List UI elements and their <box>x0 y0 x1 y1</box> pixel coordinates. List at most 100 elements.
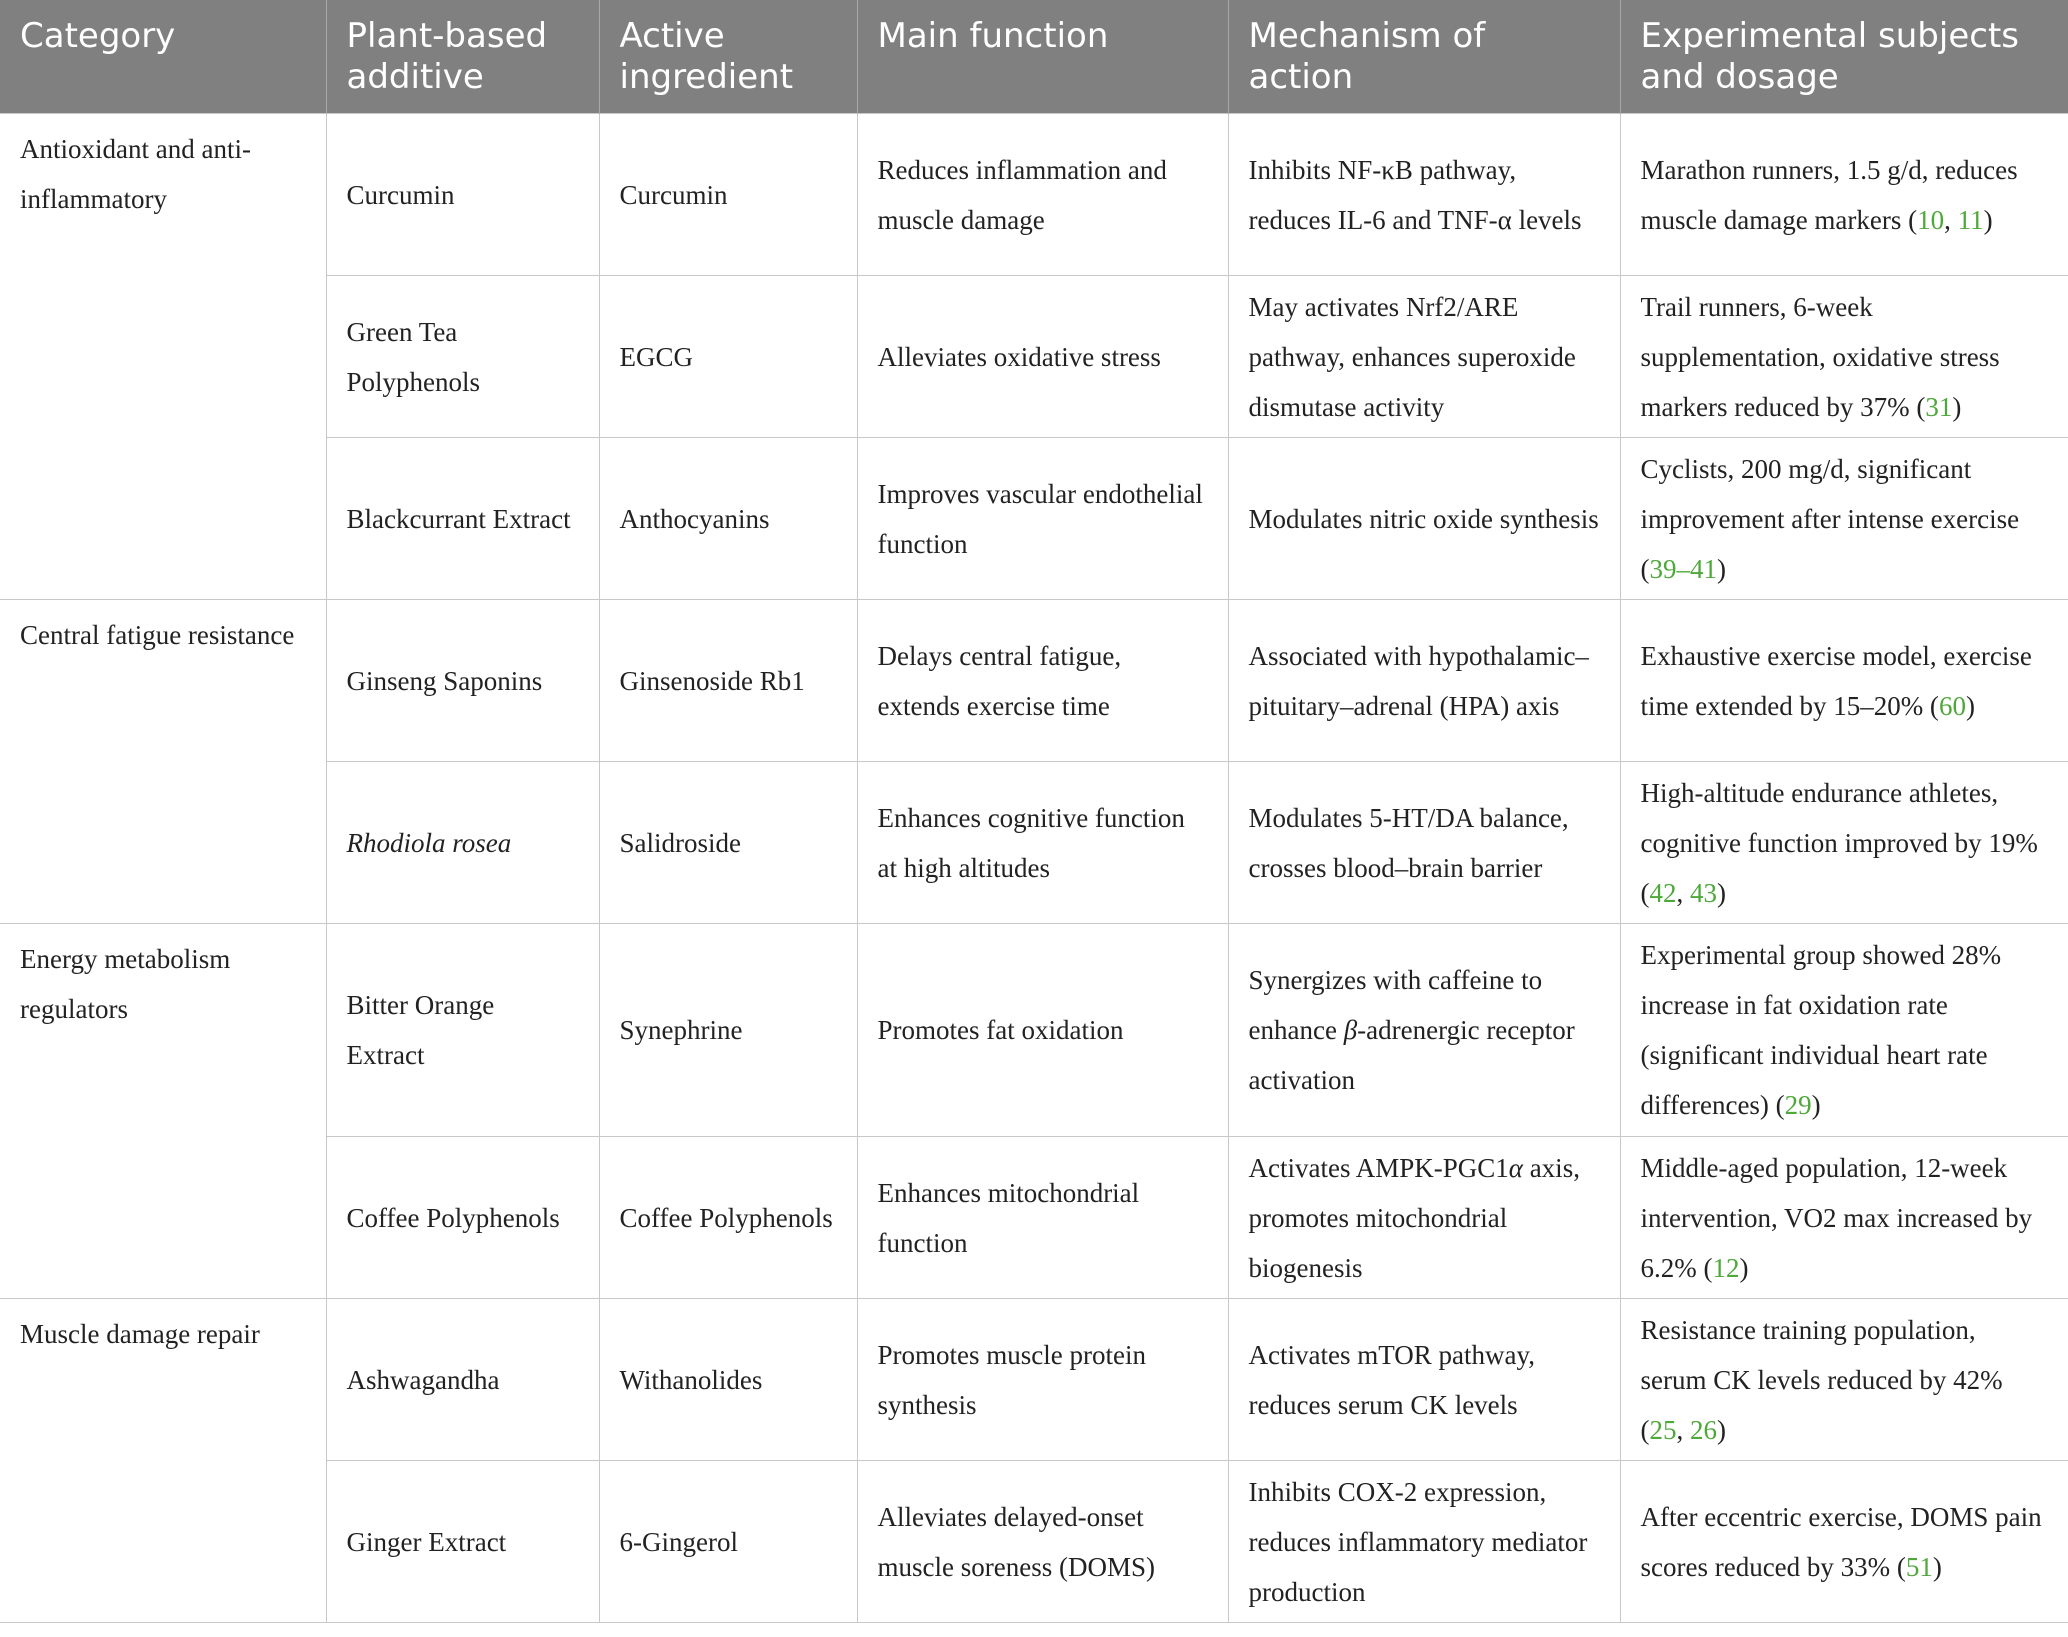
mechanism-cell: Inhibits COX-2 expression, reduces infla… <box>1227 1460 1621 1623</box>
additive-cell: Rhodiola rosea <box>326 761 600 924</box>
text-segment: Experimental group showed 28% increase i… <box>1640 940 2002 1120</box>
header-function: Main function <box>856 0 1228 114</box>
table-row: Rhodiola rosea Salidroside Enhances cognit… <box>0 761 2068 924</box>
additive-cell: Ginger Extract <box>326 1460 600 1623</box>
text-segment: ) <box>1717 877 1726 908</box>
text-segment: ) <box>1952 391 1962 422</box>
text-segment: ) <box>1811 1090 1821 1120</box>
function-cell: Promotes muscle protein synthesis <box>856 1298 1229 1461</box>
function-cell: Alleviates oxidative stress <box>856 275 1229 438</box>
reference-link[interactable]: 29 <box>1784 1090 1812 1120</box>
dosage-cell: Trail runners, 6-week supplementation, o… <box>1619 275 2068 438</box>
text-segment: , <box>1944 204 1958 235</box>
additive-cell: Ashwagandha <box>325 1298 600 1461</box>
header-category: Category <box>0 0 326 114</box>
text-segment: ) <box>1739 1252 1749 1283</box>
mechanism-cell: Inhibits NF-κB pathway, reduces IL-6 and… <box>1227 113 1621 276</box>
text-segment: Resistance training population, serum CK… <box>1640 1314 2003 1445</box>
additive-cell: Curcumin <box>325 113 600 276</box>
function-cell: Reduces inflammation and muscle damage <box>856 113 1229 276</box>
text-segment: ) <box>1717 553 1726 584</box>
text-segment: Marathon runners, 1.5 g/d, reduces muscl… <box>1640 154 2018 235</box>
reference-link[interactable]: 26 <box>1690 1414 1717 1445</box>
dosage-cell: Marathon runners, 1.5 g/d, reduces muscl… <box>1619 113 2068 276</box>
dosage-cell: High-altitude endurance athletes, cognit… <box>1619 761 2068 924</box>
additive-cell: Blackcurrant Extract <box>326 437 600 600</box>
text-segment: Associated with hypothalamic–pituitary–a… <box>1248 640 1589 721</box>
table-row: Central fatigue resistance Ginseng Saponi… <box>0 599 2068 924</box>
table-body: Antioxidant and anti-inflammatory Curcumi… <box>0 113 2068 1623</box>
function-cell: Enhances cognitive function at high alti… <box>856 761 1229 924</box>
header-ingredient: Active ingredient <box>598 0 857 114</box>
table-row: Antioxidant and anti-inflammatory Curcumi… <box>0 113 2068 600</box>
ingredient-cell: Anthocyanins <box>598 437 858 600</box>
dosage-cell: Resistance training population, serum CK… <box>1619 1298 2068 1461</box>
reference-link[interactable]: 51 <box>1905 1551 1933 1582</box>
ingredient-cell: Synephrine <box>598 923 858 1137</box>
reference-link[interactable]: 11 <box>1957 204 1984 235</box>
text-segment: Synergizes with caffeine to enhance <box>1248 965 1543 1045</box>
text-segment: ) <box>1965 690 1975 721</box>
reference-link[interactable]: 10 <box>1917 204 1945 235</box>
mechanism-cell: Modulates nitric oxide synthesis <box>1227 437 1621 600</box>
text-segment: Activates AMPK-PGC1 <box>1248 1152 1509 1183</box>
mechanism-cell: Activates mTOR pathway, reduces serum CK… <box>1227 1298 1621 1461</box>
reference-link[interactable]: 31 <box>1925 391 1953 422</box>
additive-cell: Coffee Polyphenols <box>326 1136 600 1299</box>
text-segment: Exhaustive exercise model, exercise time… <box>1640 640 2032 721</box>
ingredient-cell: Coffee Polyphenols <box>598 1136 858 1299</box>
reference-link[interactable]: 43 <box>1690 877 1717 908</box>
additive-cell: Green Tea Polyphenols <box>326 275 600 438</box>
mechanism-cell: Modulates 5-HT/DA balance, crosses blood… <box>1227 761 1621 924</box>
symbol-text: β <box>1343 1015 1358 1045</box>
text-segment: ) <box>1717 1414 1726 1445</box>
text-segment: axis, promotes mitochondrial biogenesis <box>1248 1152 1580 1283</box>
text-segment: Modulates 5-HT/DA balance, crosses blood… <box>1248 802 1569 883</box>
text-segment: , <box>1676 877 1690 908</box>
header-dosage: Experimental subjects and dosage <box>1619 0 2068 114</box>
text-segment: High-altitude endurance athletes, cognit… <box>1640 777 2038 908</box>
table-row: Blackcurrant Extract Anthocyanins Improves… <box>0 437 2068 600</box>
function-cell: Enhances mitochondrial function <box>856 1136 1229 1299</box>
text-segment: -adrenergic receptor activation <box>1248 1015 1575 1095</box>
function-cell: Promotes fat oxidation <box>856 923 1229 1137</box>
ingredient-cell: EGCG <box>598 275 858 438</box>
reference-link[interactable]: 25 <box>1649 1414 1677 1445</box>
reference-link[interactable]: 39–41 <box>1649 553 1718 584</box>
header-mechanism: Mechanism of action <box>1227 0 1620 114</box>
table-row: Green Tea Polyphenols EGCG Alleviates oxid… <box>0 275 2068 438</box>
ingredient-cell: 6-Gingerol <box>598 1460 858 1623</box>
table-row: Ginger Extract 6-Gingerol Alleviates delay… <box>0 1460 2068 1623</box>
additive-cell: Bitter Orange Extract <box>325 923 600 1137</box>
text-segment: Trail runners, 6-week supplementation, o… <box>1640 291 2000 422</box>
ingredient-cell: Ginsenoside Rb1 <box>598 599 858 762</box>
reference-link[interactable]: 42 <box>1649 877 1677 908</box>
text-segment: ) <box>1932 1551 1942 1582</box>
category-cell: Energy metabolism regulators <box>0 923 327 1299</box>
mechanism-cell: May activates Nrf2/ARE pathway, enhances… <box>1227 275 1621 438</box>
text-segment: After eccentric exercise, DOMS pain scor… <box>1640 1501 2042 1582</box>
text-segment: Inhibits COX-2 expression, reduces infla… <box>1248 1476 1588 1607</box>
table-row: Coffee Polyphenols Coffee Polyphenols Enha… <box>0 1136 2068 1299</box>
text-segment: Activates mTOR pathway, reduces serum CK… <box>1248 1339 1535 1420</box>
text-segment: , <box>1676 1414 1690 1445</box>
function-cell: Alleviates delayed-onset muscle soreness… <box>856 1460 1229 1623</box>
mechanism-cell: Synergizes with caffeine to enhance β-ad… <box>1227 923 1621 1137</box>
ingredient-cell: Withanolides <box>598 1298 858 1461</box>
reference-link[interactable]: 60 <box>1938 690 1966 721</box>
additive-cell: Ginseng Saponins <box>325 599 600 762</box>
category-cell: Antioxidant and anti-inflammatory <box>0 113 327 600</box>
ingredient-cell: Salidroside <box>598 761 858 924</box>
text-segment: May activates Nrf2/ARE pathway, enhances… <box>1248 291 1576 422</box>
text-segment: ) <box>1983 204 1993 235</box>
text-segment: Modulates nitric oxide synthesis <box>1248 503 1599 534</box>
mechanism-cell: Activates AMPK-PGC1α axis, promotes mito… <box>1227 1136 1621 1299</box>
header-additive: Plant-based additive <box>325 0 599 114</box>
function-cell: Improves vascular endothelial function <box>856 437 1229 600</box>
function-cell: Delays central fatigue, extends exercise… <box>856 599 1229 762</box>
header-row: Category Plant-based additive Active ing… <box>0 0 2068 114</box>
table-row: Energy metabolism regulators Bitter Orang… <box>0 923 2068 1299</box>
text-segment: Middle-aged population, 12-week interven… <box>1640 1152 2033 1283</box>
reference-link[interactable]: 12 <box>1712 1252 1740 1283</box>
